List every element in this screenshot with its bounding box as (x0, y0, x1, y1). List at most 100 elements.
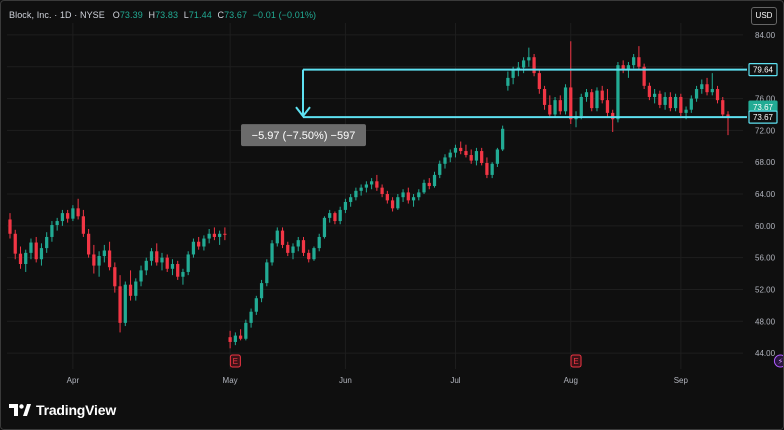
candle (134, 278, 138, 301)
x-tick-label: Jul (450, 376, 460, 385)
candle-body (13, 233, 17, 254)
candle (139, 265, 143, 287)
candle-body (249, 311, 253, 323)
candle-body (359, 187, 363, 191)
candle (244, 319, 248, 341)
candle-body (369, 181, 374, 185)
candle (495, 147, 500, 167)
y-tick-label: 72.00 (755, 126, 776, 135)
candle (417, 189, 421, 201)
candle-body (621, 65, 625, 70)
candle (700, 79, 704, 94)
candle-body (128, 284, 133, 296)
candle (553, 96, 557, 118)
candle-body (191, 241, 196, 255)
candle-body (411, 197, 416, 201)
candle-body (301, 240, 306, 253)
candle (29, 238, 33, 260)
candle-body (537, 73, 541, 90)
candle (432, 171, 437, 188)
candle-body (212, 233, 217, 237)
candle (401, 189, 405, 202)
candle (521, 57, 526, 74)
change-value: −0.01 (−0.01%) (252, 10, 317, 20)
candle (197, 236, 201, 250)
candle (506, 71, 510, 91)
candle (18, 246, 23, 269)
y-tick-label: 60.00 (755, 222, 776, 231)
candle (637, 46, 641, 70)
candle (322, 216, 327, 239)
candle (128, 270, 133, 301)
candle-body (207, 233, 211, 239)
candle (726, 111, 730, 136)
candle (490, 162, 494, 179)
measure-tool[interactable]: −5.97 (−7.50%) −597 (241, 68, 747, 147)
y-tick-label: 44.00 (755, 349, 776, 358)
candle (715, 85, 720, 104)
candle-body (233, 335, 237, 342)
tradingview-logo[interactable]: TradingView (9, 401, 116, 419)
candle-body (490, 163, 494, 175)
candle (34, 236, 38, 263)
candle (165, 254, 169, 272)
high-value: 73.83 (155, 10, 179, 20)
candle (123, 281, 127, 327)
candle (45, 232, 49, 253)
y-tick-label: 48.00 (755, 317, 776, 326)
candle-body (443, 157, 447, 164)
candle (532, 54, 536, 77)
candle (673, 93, 678, 112)
candle-body (705, 84, 709, 93)
candle-body (8, 219, 12, 234)
candle (721, 96, 725, 118)
candle (102, 244, 106, 263)
candle-body (71, 208, 75, 219)
candle-body (485, 162, 489, 175)
candle-body (469, 155, 473, 161)
candle-body (422, 182, 426, 193)
symbol-name[interactable]: Block, Inc. (9, 10, 52, 20)
candle (579, 93, 583, 120)
candle-body (144, 260, 148, 271)
candle (380, 184, 384, 198)
earnings-label: E (233, 357, 238, 366)
exchange: NYSE (79, 10, 105, 20)
candle (97, 251, 101, 277)
candle (406, 187, 410, 204)
candle-body (286, 244, 290, 253)
candle-body (532, 57, 536, 74)
candle (218, 230, 222, 245)
y-tick-label: 52.00 (755, 285, 776, 294)
candle-body (317, 236, 321, 249)
earnings-label: E (573, 357, 578, 366)
candle-body (673, 96, 678, 109)
candle (86, 229, 91, 258)
candle (422, 179, 426, 195)
candle-body (270, 243, 274, 263)
candle-body (689, 98, 693, 110)
candle (207, 229, 211, 244)
candle-body (527, 57, 531, 61)
currency-button[interactable]: USD (751, 7, 777, 25)
candle (223, 227, 227, 241)
earnings-icon (229, 354, 241, 368)
candle-body (632, 57, 636, 66)
candle (396, 194, 400, 210)
low-label: L (183, 10, 189, 20)
candle (202, 235, 206, 251)
candle (427, 178, 431, 190)
candle (280, 227, 285, 249)
footer (1, 391, 783, 429)
candle (501, 125, 505, 152)
y-tick-label: 64.00 (755, 190, 776, 199)
candle-body (616, 65, 620, 120)
candle-body (76, 208, 80, 217)
candle-body (149, 251, 154, 261)
interval[interactable]: 1D (59, 10, 72, 20)
candle-body (55, 221, 59, 226)
candle-body (726, 114, 730, 118)
candle (186, 251, 190, 276)
candle-body (107, 250, 112, 268)
